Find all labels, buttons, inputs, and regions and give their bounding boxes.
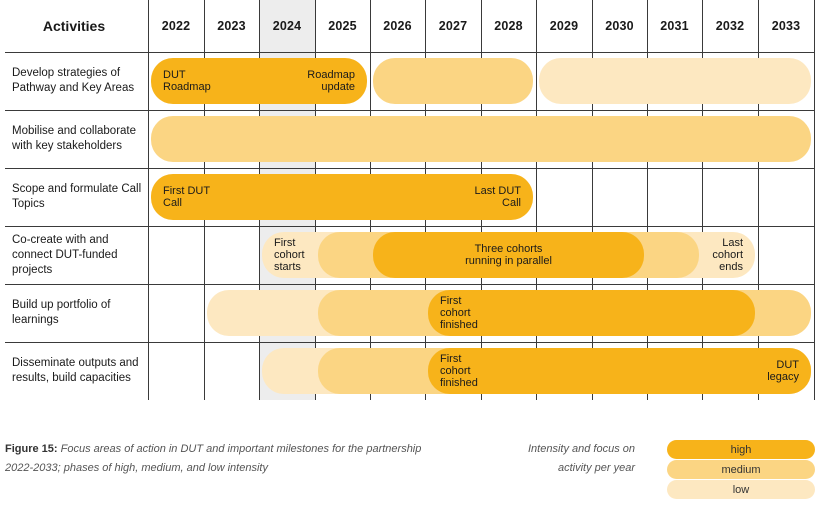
grid-vline: [758, 0, 759, 400]
milestone-label: Last DUT Call: [474, 185, 521, 209]
activity-label: Disseminate outputs and results, build c…: [12, 357, 139, 384]
legend-label-low: low: [732, 483, 750, 496]
grid-hline: [5, 52, 814, 53]
milestone-label: First cohort starts: [274, 237, 305, 273]
activity-label: Scope and formulate Call Topics: [12, 183, 142, 210]
grid-hline: [5, 168, 814, 169]
intensity-bar-low: [539, 58, 811, 104]
milestone-label: First cohort finished: [440, 295, 478, 331]
grid-vline: [536, 0, 537, 400]
year-header-2029: 2029: [549, 19, 579, 33]
activities-header: Activities: [42, 18, 106, 34]
year-header-2032: 2032: [715, 19, 745, 33]
activity-label: Build up portfolio of learnings: [12, 299, 111, 326]
intensity-bar-medium: [373, 58, 533, 104]
figure-caption: Figure 15: Focus areas of action in DUT …: [5, 440, 445, 478]
grid-vline: [647, 0, 648, 400]
grid-hline: [5, 110, 814, 111]
year-header-2025: 2025: [328, 19, 357, 33]
year-header-2023: 2023: [217, 19, 246, 33]
year-header-2031: 2031: [660, 19, 689, 33]
milestone-label: DUT legacy: [767, 359, 799, 383]
intensity-bar-high: [151, 174, 533, 220]
milestone-label: Three cohorts running in parallel: [465, 243, 552, 267]
legend-label-medium: medium: [721, 463, 761, 476]
intensity-bar-high: [428, 290, 755, 336]
figure-caption-text: Focus areas of action in DUT and importa…: [5, 443, 422, 474]
grid-vline: [148, 0, 149, 400]
legend-title: Intensity and focus on activity per year: [527, 443, 635, 474]
year-header-2028: 2028: [494, 19, 523, 33]
milestone-label: Roadmap update: [307, 69, 355, 93]
grid-vline: [814, 0, 815, 400]
year-header-2022: 2022: [161, 19, 191, 33]
activity-label: Mobilise and collaborate with key stakeh…: [12, 125, 137, 152]
grid-hline: [5, 226, 814, 227]
legend-label-high: high: [730, 443, 752, 456]
grid-vline: [702, 0, 703, 400]
intensity-bar-high: [428, 348, 811, 394]
grid-hline: [5, 284, 814, 285]
activity-label: Co-create with and connect DUT-funded pr…: [12, 233, 118, 276]
grid-vline: [592, 0, 593, 400]
activity-label: Develop strategies of Pathway and Key Ar…: [12, 67, 135, 94]
milestone-label: First cohort finished: [440, 353, 478, 389]
year-header-2033: 2033: [771, 19, 801, 33]
year-header-2024: 2024: [272, 19, 302, 33]
year-header-2027: 2027: [438, 19, 468, 33]
intensity-bar-high: [373, 232, 644, 278]
figure-label: Figure 15:: [5, 443, 58, 455]
milestone-label: DUT Roadmap: [163, 69, 211, 93]
milestone-label: First DUT Call: [163, 185, 211, 209]
intensity-bar-high: [151, 58, 367, 104]
intensity-bar-medium: [151, 116, 811, 162]
roadmap-timeline: Activities 2022 2023 2024 2025 2026 2027 2028 20…: [5, 0, 815, 400]
legend-item-high: high: [667, 440, 815, 459]
legend-item-medium: medium: [667, 460, 815, 479]
milestone-label: Last cohort ends: [712, 237, 743, 273]
year-header-2026: 2026: [383, 19, 412, 33]
grid-hline: [5, 342, 814, 343]
legend-item-low: low: [667, 480, 815, 499]
year-header-2030: 2030: [605, 19, 634, 33]
